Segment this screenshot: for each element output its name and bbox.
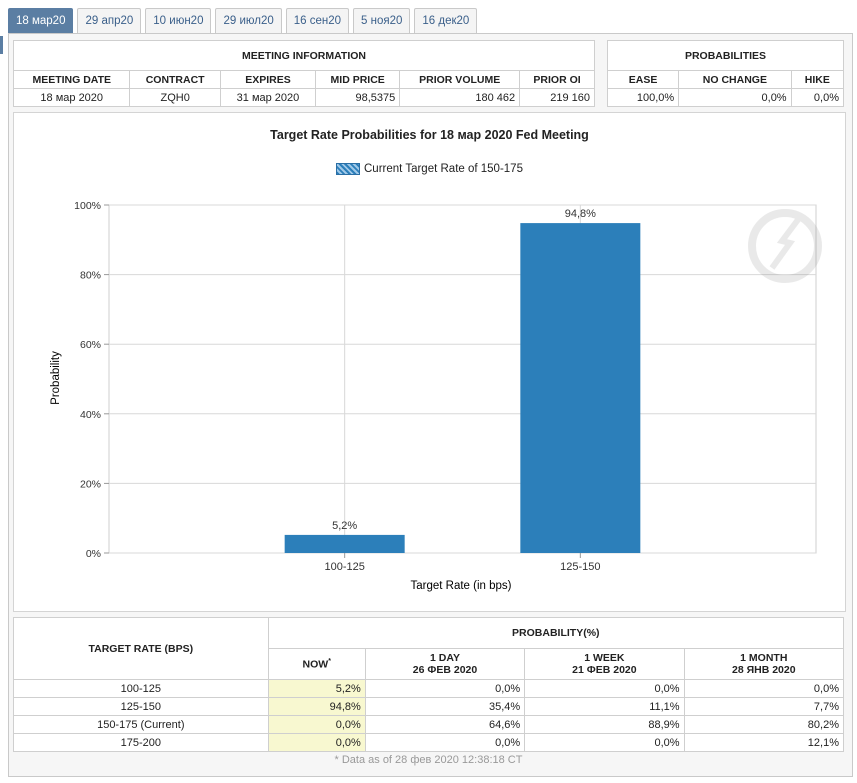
day-cell: 64,6% bbox=[364, 715, 526, 734]
data-timestamp-note: * Data as of 28 фев 2020 12:38:18 CT bbox=[334, 754, 523, 766]
col-expires: EXPIRES bbox=[219, 70, 317, 89]
bar-100-125 bbox=[284, 534, 405, 553]
x-tick-label: 100-125 bbox=[324, 561, 364, 573]
prior-volume-value: 180 462 bbox=[399, 88, 521, 107]
tab-meeting-7[interactable]: 16 дек20 bbox=[414, 8, 478, 33]
col-mid-price: MID PRICE bbox=[315, 70, 401, 89]
rate-cell: 100-125 bbox=[13, 679, 269, 698]
col-ease: EASE bbox=[606, 70, 680, 89]
col-no-change: NO CHANGE bbox=[678, 70, 792, 89]
y-axis-label: Probability bbox=[50, 351, 62, 405]
y-tick-label: 20% bbox=[80, 478, 101, 490]
legend-label: Current Target Rate of 150-175 bbox=[364, 163, 523, 175]
chart-grid: 0% 20% 40% 60% 80% 100% 100-125 125-150 bbox=[74, 200, 817, 573]
rate-cell: 125-150 bbox=[13, 697, 269, 716]
week-cell: 88,9% bbox=[524, 715, 685, 734]
legend-swatch bbox=[336, 163, 360, 175]
plot-area-border bbox=[108, 204, 817, 554]
table-row: 100-125 5,2% 0,0% 0,0% 0,0% bbox=[13, 679, 845, 698]
col-contract: CONTRACT bbox=[129, 70, 221, 89]
expires-value: 31 мар 2020 bbox=[219, 88, 317, 107]
month-cell: 0,0% bbox=[683, 679, 845, 698]
col-1-month-date: 28 ЯНВ 2020 bbox=[731, 664, 796, 676]
mid-price-value: 98,5375 bbox=[315, 88, 401, 107]
week-cell: 0,0% bbox=[524, 679, 685, 698]
bar-value-label: 5,2% bbox=[332, 520, 357, 532]
col-1-week: 1 WEEK 21 ФЕВ 2020 bbox=[524, 648, 685, 680]
tab-meeting-2[interactable]: 29 апр20 bbox=[77, 8, 142, 33]
rate-cell: 175-200 bbox=[13, 733, 269, 752]
col-prior-volume: PRIOR VOLUME bbox=[399, 70, 521, 89]
probabilities-title: PROBABILITIES bbox=[607, 40, 844, 71]
month-cell: 80,2% bbox=[683, 715, 845, 734]
bar-chart: 0% 20% 40% 60% 80% 100% 100-125 125-150 5,2% 94,… bbox=[50, 200, 822, 592]
col-1-month: 1 MONTH 28 ЯНВ 2020 bbox=[683, 648, 845, 680]
tab-meeting-1[interactable]: 18 мар20 bbox=[8, 8, 74, 33]
chart-bars: 5,2% 94,8% bbox=[284, 208, 641, 553]
y-tick-label: 100% bbox=[74, 200, 101, 212]
day-cell: 0,0% bbox=[364, 679, 526, 698]
side-accent bbox=[0, 36, 3, 54]
target-rate-table: TARGET RATE (BPS) PROBABILITY(%) NOW* 1 … bbox=[13, 617, 845, 752]
month-cell: 7,7% bbox=[683, 697, 845, 716]
table-row: 175-200 0,0% 0,0% 0,0% 12,1% bbox=[13, 733, 845, 752]
y-tick-label: 0% bbox=[86, 548, 101, 560]
col-1-day-label: 1 DAY bbox=[430, 652, 460, 664]
col-hike: HIKE bbox=[790, 70, 845, 89]
week-cell: 11,1% bbox=[524, 697, 685, 716]
day-cell: 0,0% bbox=[364, 733, 526, 752]
meeting-info-table: MEETING INFORMATION MEETING DATE CONTRAC… bbox=[12, 40, 595, 107]
no-change-value: 0,0% bbox=[678, 88, 792, 107]
hike-value: 0,0% bbox=[790, 88, 845, 107]
watermark-logo bbox=[748, 209, 822, 283]
col-probability-group: PROBABILITY(%) bbox=[267, 617, 845, 649]
now-cell: 0,0% bbox=[267, 733, 366, 752]
now-cell: 5,2% bbox=[267, 679, 366, 698]
meeting-tabs: 18 мар20 29 апр20 10 июн20 29 июл20 16 с… bbox=[8, 8, 478, 34]
col-1-day: 1 DAY 26 ФЕВ 2020 bbox=[364, 648, 526, 680]
table-row: 150-175 (Current) 0,0% 64,6% 88,9% 80,2% bbox=[13, 715, 845, 734]
month-cell: 12,1% bbox=[683, 733, 845, 752]
col-now-label: NOW bbox=[302, 658, 329, 671]
meeting-date-value: 18 мар 2020 bbox=[12, 88, 131, 107]
y-tick-label: 60% bbox=[80, 339, 101, 351]
bar-125-150 bbox=[520, 223, 641, 553]
col-meeting-date: MEETING DATE bbox=[12, 70, 131, 89]
ease-value: 100,0% bbox=[606, 88, 680, 107]
tab-meeting-3[interactable]: 10 июн20 bbox=[145, 8, 212, 33]
col-now: NOW* bbox=[267, 648, 366, 680]
meeting-info-title: MEETING INFORMATION bbox=[13, 40, 595, 71]
tab-meeting-4[interactable]: 29 июл20 bbox=[215, 8, 282, 33]
col-1-week-label: 1 WEEK bbox=[584, 652, 625, 664]
rate-cell: 150-175 (Current) bbox=[13, 715, 269, 734]
tab-meeting-6[interactable]: 5 ноя20 bbox=[353, 8, 411, 33]
tab-meeting-5[interactable]: 16 сен20 bbox=[285, 8, 350, 33]
now-cell: 94,8% bbox=[267, 697, 366, 716]
y-tick-label: 80% bbox=[80, 270, 101, 282]
x-tick-label: 125-150 bbox=[560, 561, 600, 573]
col-1-day-date: 26 ФЕВ 2020 bbox=[412, 664, 478, 676]
probabilities-table: PROBABILITIES EASE NO CHANGE HIKE 100,0%… bbox=[606, 40, 845, 107]
table-row: 125-150 94,8% 35,4% 11,1% 7,7% bbox=[13, 697, 845, 716]
col-target-rate: TARGET RATE (BPS) bbox=[13, 617, 269, 680]
prior-oi-value: 219 160 bbox=[519, 88, 595, 107]
chart-panel: Target Rate Probabilities for 18 мар 202… bbox=[13, 112, 846, 612]
contract-value: ZQH0 bbox=[129, 88, 221, 107]
x-axis-label: Target Rate (in bps) bbox=[411, 580, 512, 592]
y-tick-label: 40% bbox=[80, 409, 101, 421]
col-1-month-label: 1 MONTH bbox=[740, 652, 788, 664]
bar-value-label: 94,8% bbox=[565, 208, 596, 220]
day-cell: 35,4% bbox=[364, 697, 526, 716]
col-now-footnote-mark: * bbox=[328, 657, 331, 665]
week-cell: 0,0% bbox=[524, 733, 685, 752]
now-cell: 0,0% bbox=[267, 715, 366, 734]
col-1-week-date: 21 ФЕВ 2020 bbox=[572, 664, 637, 676]
chart-legend[interactable]: Current Target Rate of 150-175 bbox=[336, 163, 523, 175]
col-prior-oi: PRIOR OI bbox=[519, 70, 595, 89]
chart-title: Target Rate Probabilities for 18 мар 202… bbox=[270, 128, 589, 142]
